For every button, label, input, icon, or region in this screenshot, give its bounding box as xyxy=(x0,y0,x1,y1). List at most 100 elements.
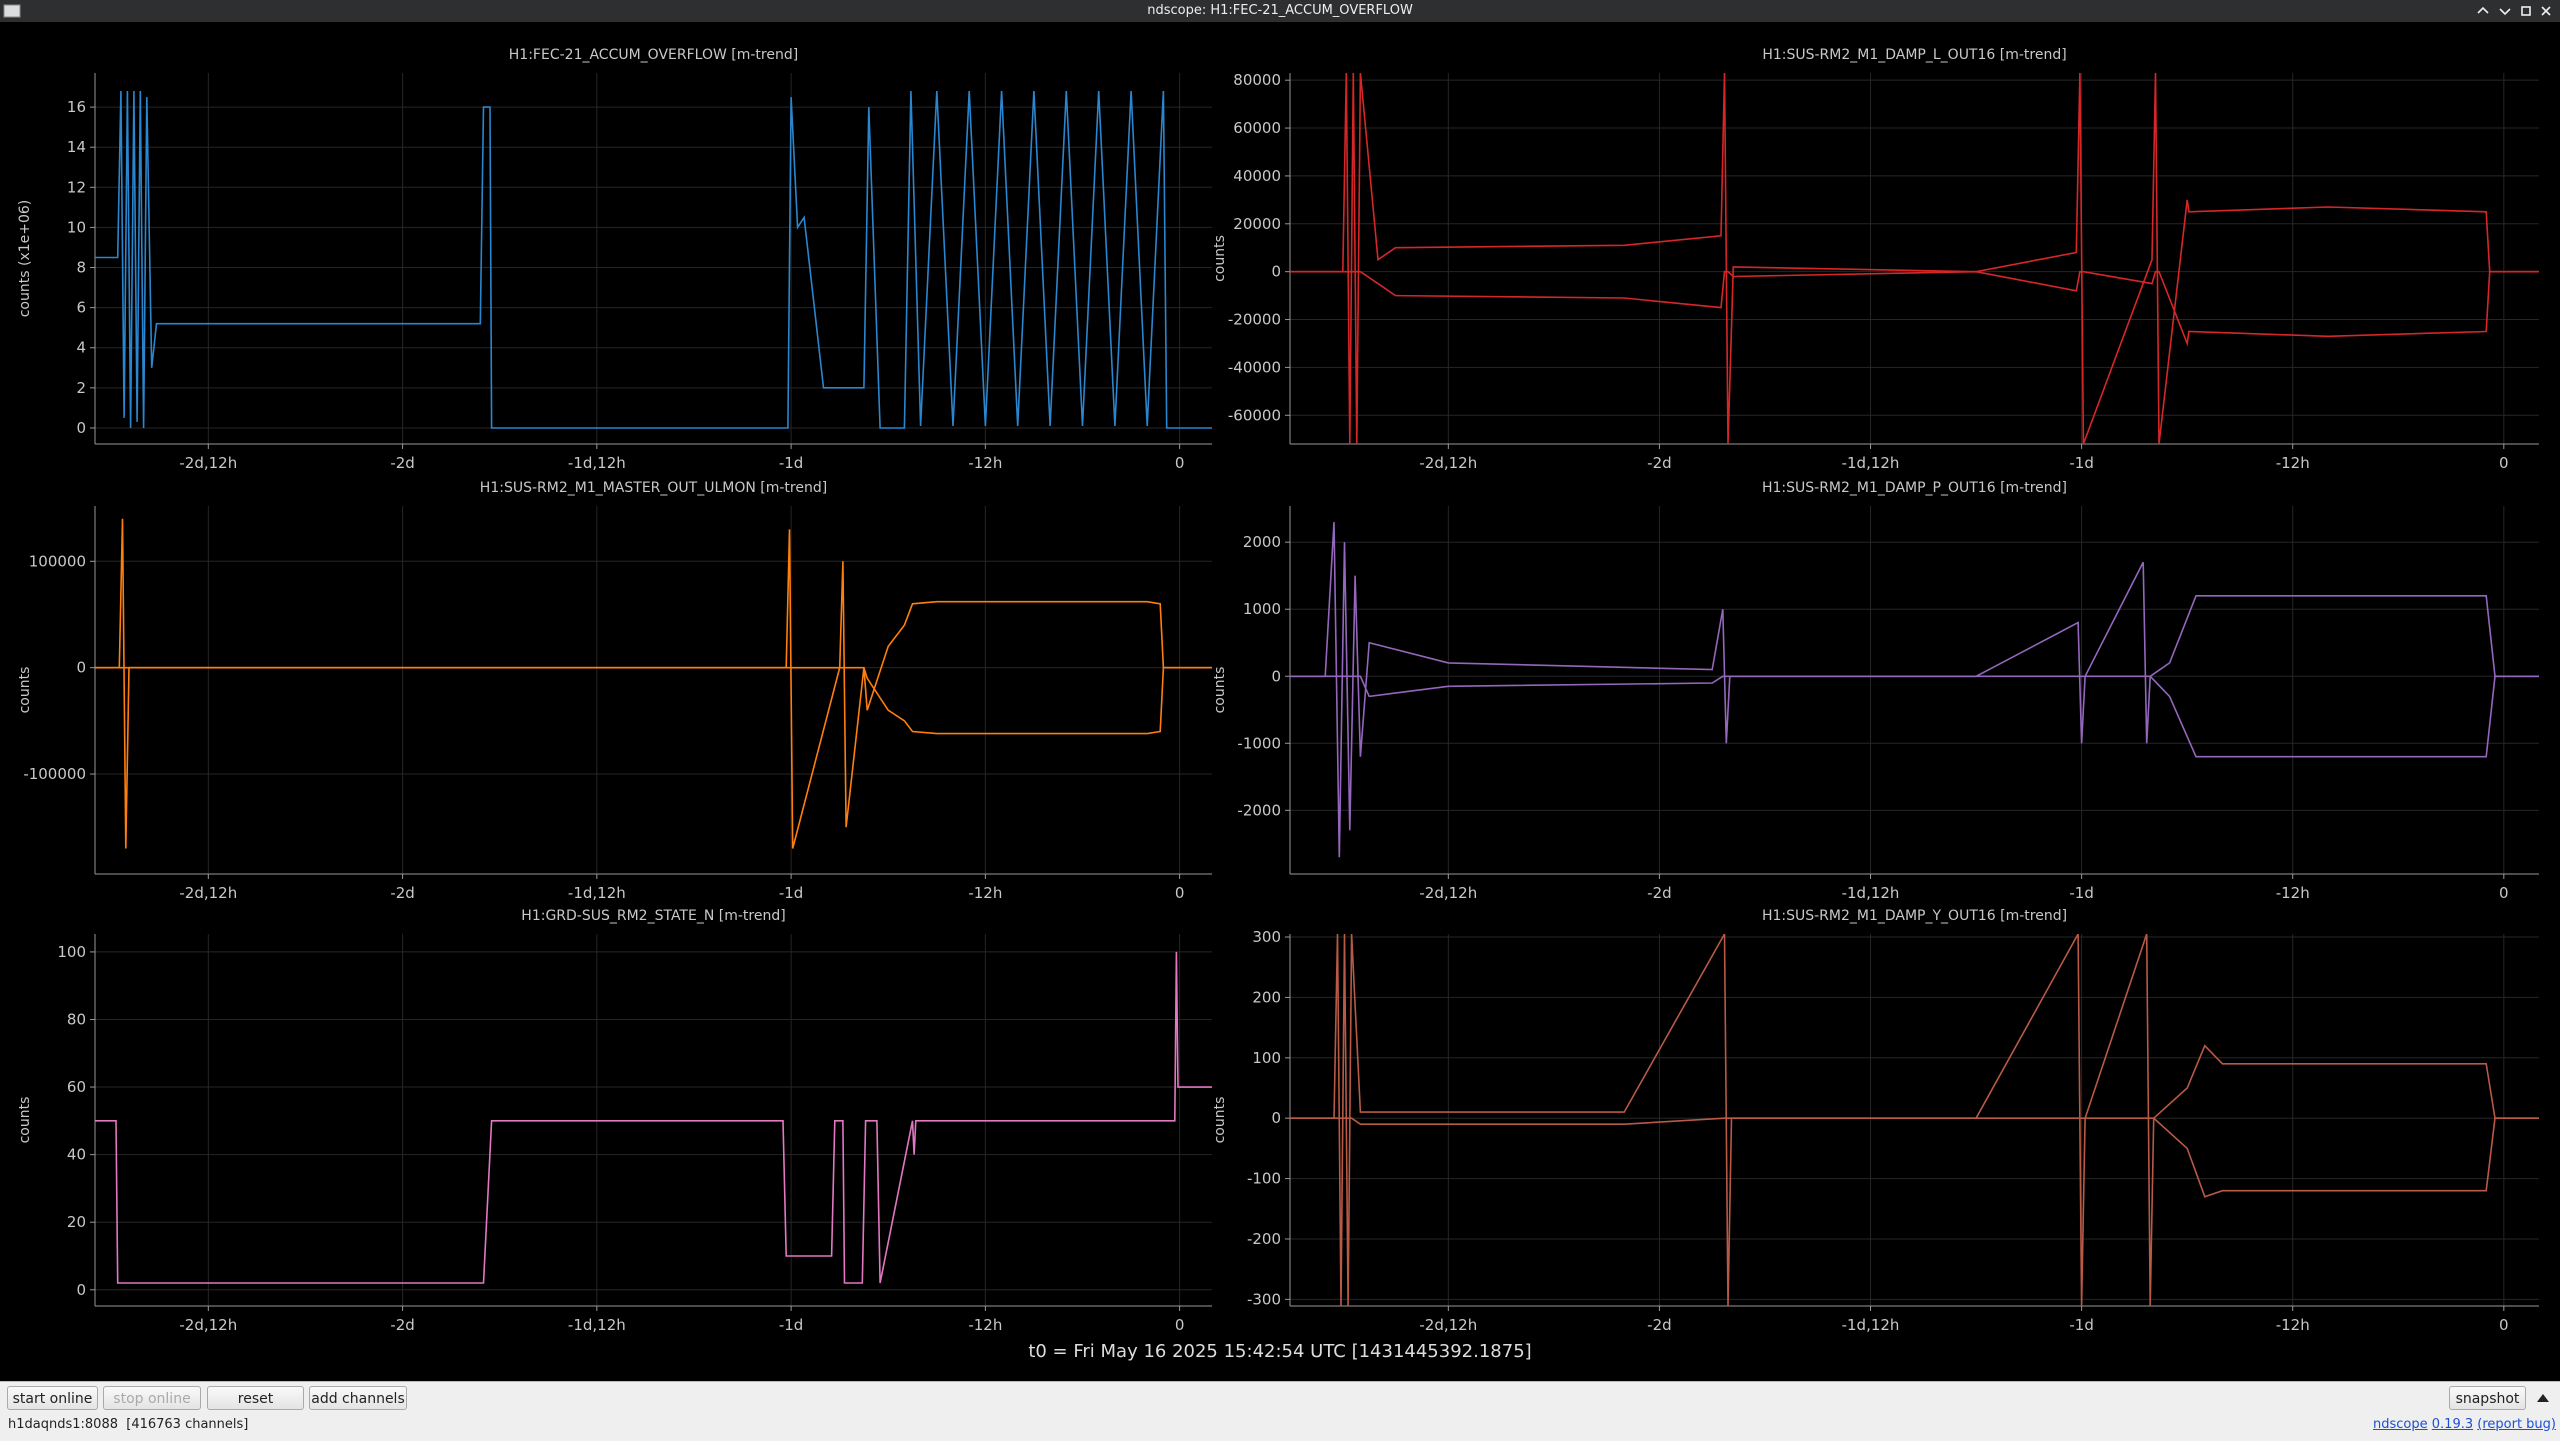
trace xyxy=(1290,1117,2539,1198)
report-bug-link[interactable]: (report bug) xyxy=(2477,1417,2556,1432)
x-tick-label: -2d,12h xyxy=(1419,884,1477,902)
y-axis-label: counts xyxy=(1212,235,1228,282)
x-tick-label: -2d xyxy=(1647,884,1671,902)
snapshot-button[interactable]: snapshot xyxy=(2449,1386,2526,1410)
plot: H1:SUS-RM2_M1_DAMP_L_OUT16 [m-trend] coun… xyxy=(1212,47,2539,472)
y-tick-label: 300 xyxy=(1252,928,1281,946)
x-tick-label: -1d,12h xyxy=(568,884,626,902)
trace xyxy=(1290,522,2539,858)
y-tick-label: 20000 xyxy=(1233,215,1281,233)
y-tick-label: -100 xyxy=(1247,1170,1281,1188)
window-controls[interactable] xyxy=(2470,0,2560,22)
x-tick-label: -2d,12h xyxy=(179,454,237,472)
x-tick-label: 0 xyxy=(1175,884,1185,902)
x-tick-label: -2d,12h xyxy=(1419,454,1477,472)
t0-label: t0 = Fri May 16 2025 15:42:54 UTC [14314… xyxy=(1028,1341,1531,1362)
trace xyxy=(95,951,1212,1284)
y-tick-label: 20 xyxy=(67,1213,86,1231)
y-tick-label: 0 xyxy=(1271,263,1281,281)
x-tick-label: -1d,12h xyxy=(1842,1316,1900,1334)
x-tick-label: -12h xyxy=(968,1316,1002,1334)
plot: H1:SUS-RM2_M1_DAMP_P_OUT16 [m-trend] coun… xyxy=(1212,480,2539,902)
y-tick-label: 100 xyxy=(57,943,86,961)
x-tick-label: -1d xyxy=(2069,454,2093,472)
server: h1daqnds1:8088 xyxy=(8,1417,118,1432)
y-axis-label: counts xyxy=(17,667,33,714)
start-online-button[interactable]: start online xyxy=(7,1386,98,1410)
y-axis-label: counts xyxy=(17,1097,33,1144)
x-tick-label: -2d,12h xyxy=(1419,1316,1477,1334)
x-tick-label: 0 xyxy=(2499,884,2509,902)
x-tick-label: -1d xyxy=(779,1316,803,1334)
trace xyxy=(1290,934,2539,1306)
window-titlebar: ndscope: H1:FEC-21_ACCUM_OVERFLOW xyxy=(0,0,2560,22)
y-tick-label: -300 xyxy=(1247,1290,1281,1308)
plot: H1:SUS-RM2_M1_MASTER_OUT_ULMON [m-trend]… xyxy=(17,480,1212,902)
y-tick-label: 14 xyxy=(67,138,86,156)
reset-button[interactable]: reset xyxy=(207,1386,304,1410)
expand-arrow[interactable] xyxy=(2533,1388,2553,1408)
app-icon xyxy=(3,4,21,18)
app-link[interactable]: ndscope xyxy=(2373,1417,2428,1432)
trace xyxy=(95,518,1212,849)
x-tick-label: -2d xyxy=(390,884,414,902)
x-tick-label: -2d xyxy=(390,1316,414,1334)
y-tick-label: 1000 xyxy=(1243,600,1281,618)
window-title: ndscope: H1:FEC-21_ACCUM_OVERFLOW xyxy=(1147,3,1413,18)
y-axis-label: counts xyxy=(1212,1097,1228,1144)
x-tick-label: -1d xyxy=(2069,884,2093,902)
y-tick-label: 80 xyxy=(67,1010,86,1028)
y-tick-label: 40000 xyxy=(1233,167,1281,185)
plot-title: H1:SUS-RM2_M1_DAMP_Y_OUT16 [m-trend] xyxy=(1762,908,2067,924)
plot: H1:SUS-RM2_M1_DAMP_Y_OUT16 [m-trend] coun… xyxy=(1212,908,2539,1334)
x-tick-label: -2d xyxy=(1647,1316,1671,1334)
y-tick-label: -200 xyxy=(1247,1230,1281,1248)
y-tick-label: 4 xyxy=(76,339,86,357)
x-tick-label: -2d,12h xyxy=(179,1316,237,1334)
version-link[interactable]: 0.19.3 xyxy=(2431,1417,2474,1432)
y-tick-label: 0 xyxy=(76,1281,86,1299)
x-tick-label: -12h xyxy=(968,454,1002,472)
x-tick-label: -1d,12h xyxy=(568,454,626,472)
version-links: ndscope 0.19.3 (report bug) xyxy=(2373,1417,2556,1432)
y-tick-label: 10 xyxy=(67,218,86,236)
y-tick-label: 60 xyxy=(67,1078,86,1096)
y-tick-label: 100000 xyxy=(29,552,86,570)
plot-title: H1:SUS-RM2_M1_DAMP_L_OUT16 [m-trend] xyxy=(1762,47,2066,63)
y-tick-label: 2 xyxy=(76,379,86,397)
y-tick-label: 100 xyxy=(1252,1049,1281,1067)
y-tick-label: 0 xyxy=(76,659,86,677)
y-tick-label: -20000 xyxy=(1228,311,1281,329)
x-tick-label: -2d xyxy=(390,454,414,472)
y-tick-label: 0 xyxy=(76,419,86,437)
x-tick-label: -1d,12h xyxy=(1842,884,1900,902)
y-tick-label: 8 xyxy=(76,259,86,277)
trace xyxy=(95,666,1212,735)
trace xyxy=(95,90,1212,429)
y-tick-label: 2000 xyxy=(1243,533,1281,551)
plot-title: H1:SUS-RM2_M1_DAMP_P_OUT16 [m-trend] xyxy=(1762,480,2067,496)
trace xyxy=(1290,73,2539,444)
y-tick-label: 0 xyxy=(1271,667,1281,685)
plot-title: H1:SUS-RM2_M1_MASTER_OUT_ULMON [m-trend] xyxy=(480,480,827,496)
x-tick-label: -2d,12h xyxy=(179,884,237,902)
x-tick-label: -12h xyxy=(2276,1316,2310,1334)
y-axis-label: counts xyxy=(1212,667,1228,714)
status-text: h1daqnds1:8088 [416763 channels] xyxy=(8,1417,248,1432)
y-tick-label: 0 xyxy=(1271,1109,1281,1127)
plot: H1:GRD-SUS_RM2_STATE_N [m-trend] counts 0 2… xyxy=(17,908,1212,1334)
y-tick-label: -100000 xyxy=(23,765,86,783)
x-tick-label: -1d xyxy=(779,454,803,472)
y-tick-label: -1000 xyxy=(1237,734,1281,752)
y-tick-label: 16 xyxy=(67,98,86,116)
y-tick-label: -60000 xyxy=(1228,406,1281,424)
y-tick-label: 80000 xyxy=(1233,71,1281,89)
plot-area: t0 = Fri May 16 2025 15:42:54 UTC [14314… xyxy=(17,47,2539,1362)
x-tick-label: -1d xyxy=(779,884,803,902)
stop-online-button: stop online xyxy=(103,1386,201,1410)
x-tick-label: -12h xyxy=(2276,884,2310,902)
x-tick-label: -12h xyxy=(2276,454,2310,472)
add-channels-button[interactable]: add channels xyxy=(309,1386,407,1410)
y-tick-label: 60000 xyxy=(1233,119,1281,137)
